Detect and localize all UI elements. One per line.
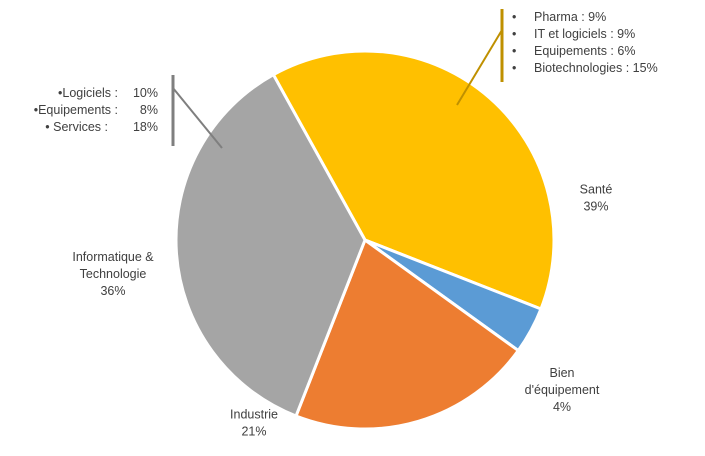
- list-item-text: IT et logiciels : 9%: [534, 27, 636, 41]
- bullet: •: [512, 10, 517, 24]
- list-item: •Logiciels : 10%: [6, 85, 158, 102]
- list-item: •Equipements : 8%: [6, 102, 158, 119]
- callout-lines: [171, 9, 504, 149]
- list-item: • Biotechnologies : 15%: [512, 60, 658, 77]
- informatique-breakdown-list: •Logiciels : 10% •Equipements : 8% • Servi…: [6, 85, 158, 136]
- list-item-value: 8%: [139, 103, 158, 117]
- pie-labels: Santé 39% Bien d'équipement 4% Industrie 21% In…: [72, 183, 612, 439]
- list-item-key: •Logiciels :: [58, 86, 118, 100]
- slice-label: Bien d'équipement 4%: [525, 366, 600, 414]
- pie-slice-industrie: [294, 238, 520, 431]
- informatique-callout-leader: [172, 87, 223, 149]
- list-item: • Equipements : 6%: [512, 43, 658, 60]
- list-item-text: Equipements : 6%: [534, 44, 636, 58]
- sante-breakdown-list: • Pharma : 9% • IT et logiciels : 9% • Equi…: [512, 9, 658, 77]
- list-item: • Pharma : 9%: [512, 9, 658, 26]
- slice-label: Informatique & Technologie 36%: [72, 250, 154, 298]
- pie-slice-informatique-technologie: [174, 73, 367, 418]
- list-item-key: •Equipements :: [33, 103, 118, 117]
- list-item: • IT et logiciels : 9%: [512, 26, 658, 43]
- bullet: •: [512, 44, 517, 58]
- pie-slice-sant-: [271, 49, 556, 311]
- list-item-value: 10%: [132, 86, 158, 100]
- pie-slices: [174, 49, 556, 431]
- bullet: •: [512, 61, 517, 75]
- slice-label: Industrie 21%: [230, 408, 278, 439]
- sante-callout-leader: [456, 29, 503, 106]
- list-item-key: • Services :: [45, 120, 108, 134]
- list-item-text: Biotechnologies : 15%: [534, 61, 658, 75]
- list-item: • Services : 18%: [6, 119, 158, 136]
- list-item-text: Pharma : 9%: [534, 10, 607, 24]
- list-item-value: 18%: [132, 120, 158, 134]
- bullet: •: [512, 27, 517, 41]
- slice-label: Santé 39%: [580, 183, 613, 214]
